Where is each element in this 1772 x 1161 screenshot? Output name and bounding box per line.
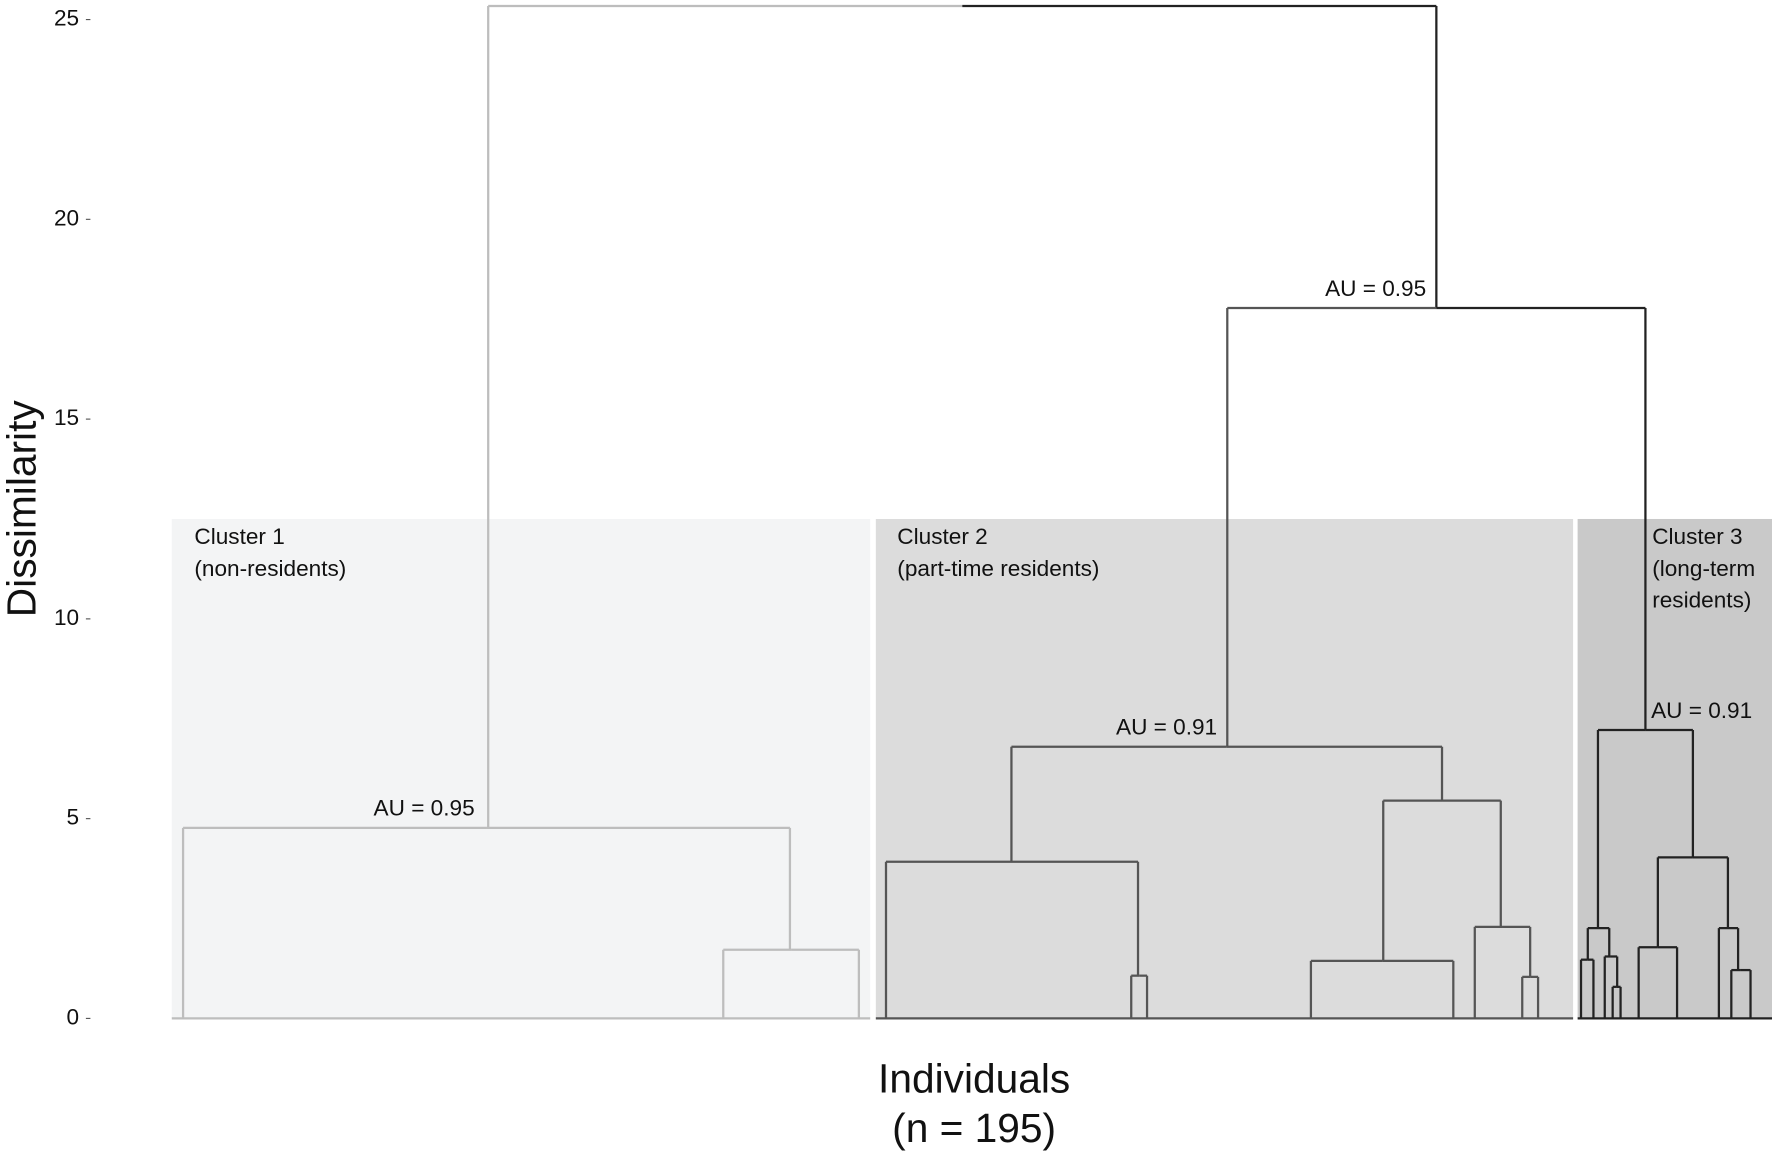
- cluster-box: [875, 518, 1574, 1019]
- au-label: AU = 0.95: [1325, 276, 1426, 301]
- au-label: AU = 0.91: [1651, 698, 1752, 723]
- cluster-label: Cluster 1: [194, 524, 284, 549]
- y-tick-label: 25: [54, 6, 79, 31]
- dendrogram: AU = 0.95 AU = 0.91 AU = 0.91 AU = 0.95: [181, 4, 1752, 1019]
- y-tick-label: 20: [54, 205, 79, 230]
- cluster-label: (non-residents): [194, 556, 346, 581]
- y-tick-label: 5: [67, 805, 80, 830]
- cluster-label: (part-time residents): [897, 556, 1099, 581]
- y-axis-title: Dissimilarity: [0, 400, 45, 618]
- cluster-label: Cluster 3: [1652, 524, 1742, 549]
- au-label: AU = 0.91: [1116, 715, 1217, 740]
- x-axis-title: Individuals: [878, 1055, 1070, 1101]
- x-axis-title: (n = 195): [892, 1105, 1056, 1151]
- cluster-label: (long-term: [1652, 556, 1755, 581]
- y-tick-label: 0: [67, 1004, 80, 1029]
- y-tick-label: 10: [54, 605, 79, 630]
- cluster-label: residents): [1652, 587, 1751, 612]
- y-tick-label: 15: [54, 405, 79, 430]
- cluster-boxes: Cluster 1 (non-residents) Cluster 2 (part-t…: [171, 518, 1772, 1020]
- cluster-label: Cluster 2: [897, 524, 987, 549]
- cluster-box: [171, 518, 871, 1019]
- au-label: AU = 0.95: [374, 796, 475, 821]
